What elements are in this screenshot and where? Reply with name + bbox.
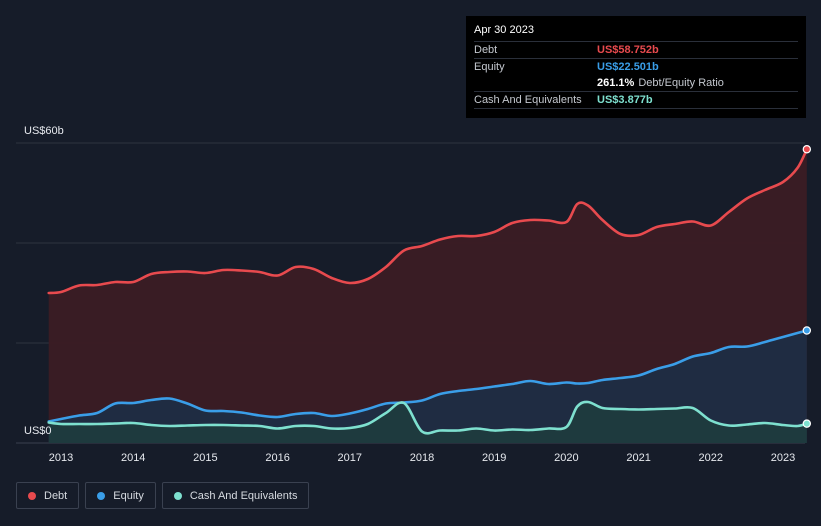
legend-item-equity[interactable]: Equity bbox=[85, 482, 156, 509]
x-axis-ticks: 2013 2014 2015 2016 2017 2018 2019 2020 2021 2022… bbox=[49, 452, 795, 464]
y-axis-min-label: US$0 bbox=[24, 425, 52, 437]
equity-endpoint bbox=[802, 326, 812, 335]
x-tick-label: 2023 bbox=[771, 452, 795, 464]
chart-lines bbox=[47, 147, 809, 435]
tooltip-debt-label: Debt bbox=[474, 44, 498, 56]
debt-dot-icon bbox=[28, 491, 36, 500]
tooltip-row-ratio: 261.1% Debt/Equity Ratio bbox=[474, 75, 798, 91]
tooltip-date: Apr 30 2023 bbox=[474, 24, 534, 36]
x-tick-label: 2015 bbox=[193, 452, 217, 464]
data-tooltip: Apr 30 2023 Debt US$58.752b Equity US$22… bbox=[466, 16, 806, 118]
equity-dot-icon bbox=[97, 491, 106, 500]
legend-item-debt[interactable]: Debt bbox=[16, 482, 80, 509]
debt-endpoint bbox=[802, 145, 812, 154]
legend-item-cash[interactable]: Cash And Equivalents bbox=[161, 482, 310, 509]
legend-equity-label: Equity bbox=[113, 489, 144, 502]
x-tick-label: 2016 bbox=[265, 452, 289, 464]
legend-cash-label: Cash And Equivalents bbox=[189, 489, 298, 502]
x-tick-label: 2021 bbox=[626, 452, 650, 464]
cash-area bbox=[48, 401, 807, 443]
tooltip-equity-label: Equity bbox=[474, 61, 505, 73]
y-axis-max-label: US$60b bbox=[24, 125, 64, 137]
debt-area bbox=[48, 149, 807, 444]
tooltip-row-equity: Equity US$22.501b bbox=[474, 58, 798, 75]
chart-endpoints bbox=[802, 145, 812, 428]
x-tick-label: 2020 bbox=[554, 452, 578, 464]
tooltip-cash-label: Cash And Equivalents bbox=[474, 94, 582, 106]
x-tick-label: 2019 bbox=[482, 452, 506, 464]
cash-endpoint bbox=[802, 419, 812, 428]
chart-legend: Debt Equity Cash And Equivalents bbox=[16, 482, 310, 509]
x-tick-label: 2014 bbox=[121, 452, 145, 464]
tooltip-ratio-value: 261.1% bbox=[597, 77, 635, 89]
cash-dot-icon bbox=[173, 491, 182, 500]
tooltip-debt-value: US$58.752b bbox=[597, 44, 659, 56]
legend-debt-label: Debt bbox=[44, 489, 68, 502]
x-tick-label: 2022 bbox=[699, 452, 723, 464]
x-tick-label: 2018 bbox=[410, 452, 434, 464]
debt-line bbox=[47, 147, 809, 295]
cash-line bbox=[47, 400, 809, 435]
tooltip-ratio-label: Debt/Equity Ratio bbox=[638, 77, 724, 89]
tooltip-row-cash: Cash And Equivalents US$3.877b bbox=[474, 91, 798, 108]
tooltip-equity-value: US$22.501b bbox=[597, 61, 659, 73]
chart-areas bbox=[48, 149, 807, 444]
tooltip-cash-value: US$3.877b bbox=[597, 94, 653, 106]
tooltip-row-debt: Debt US$58.752b bbox=[474, 41, 798, 58]
x-tick-label: 2017 bbox=[338, 452, 362, 464]
x-tick-label: 2013 bbox=[49, 452, 73, 464]
equity-line bbox=[47, 329, 809, 423]
